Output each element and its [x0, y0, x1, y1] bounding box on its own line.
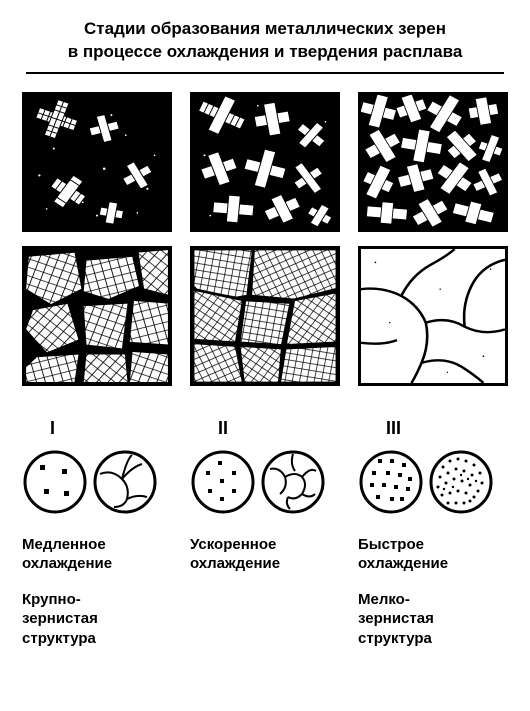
circle-pair-1	[22, 449, 172, 515]
crystallization-panels	[22, 92, 508, 386]
cooling-label-1: Медленноеохлаждение	[22, 535, 172, 574]
title-line2: в процессе охлаждения и твердения распла…	[68, 42, 463, 61]
circle-pair-3	[358, 449, 508, 515]
title-line1: Стадии образования металлических зерен	[84, 19, 446, 38]
structure-label-1: Крупно-зернистаяструктура	[22, 590, 172, 649]
cooling-label-2: Ускоренноеохлаждение	[190, 535, 340, 574]
structure-labels-row: Крупно-зернистаяструктура Мелко-зерниста…	[22, 590, 508, 649]
circle-1-grains	[92, 449, 158, 515]
panel-r2c2	[190, 246, 340, 386]
cooling-labels-row: Медленноеохлаждение Ускоренноеохлаждение…	[22, 535, 508, 574]
roman-3: III	[358, 418, 508, 439]
roman-1: I	[22, 418, 172, 439]
panel-r2c1	[22, 246, 172, 386]
panel-r1c3	[358, 92, 508, 232]
circle-pair-2	[190, 449, 340, 515]
roman-2: II	[190, 418, 340, 439]
panel-r1c1	[22, 92, 172, 232]
title-rule	[26, 72, 504, 74]
circle-2-nuclei	[190, 449, 256, 515]
circle-3-grains	[428, 449, 494, 515]
roman-numerals-row: I II III	[22, 418, 508, 439]
circle-3-nuclei	[358, 449, 424, 515]
circle-diagrams-row	[22, 449, 508, 515]
circle-1-nuclei	[22, 449, 88, 515]
structure-label-2	[190, 590, 340, 649]
panel-r1c2	[190, 92, 340, 232]
structure-label-3: Мелко-зернистаяструктура	[358, 590, 508, 649]
panel-r2c3	[358, 246, 508, 386]
cooling-label-3: Быстроеохлаждение	[358, 535, 508, 574]
circle-2-grains	[260, 449, 326, 515]
diagram-title: Стадии образования металлических зерен в…	[22, 18, 508, 64]
